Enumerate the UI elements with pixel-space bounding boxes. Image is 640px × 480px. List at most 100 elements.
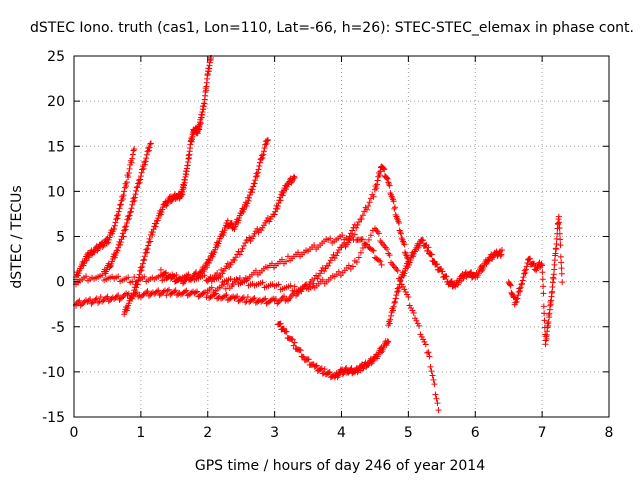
- data-point: [430, 376, 437, 383]
- data-point: [540, 303, 547, 310]
- data-point: [349, 227, 356, 234]
- data-point: [204, 264, 211, 271]
- data-point: [557, 253, 564, 260]
- data-point: [386, 252, 393, 259]
- data-point: [434, 261, 441, 268]
- y-tick-label: 20: [47, 94, 65, 110]
- data-point: [75, 299, 82, 306]
- data-point: [519, 280, 526, 287]
- data-layer: [73, 55, 566, 414]
- data-point: [321, 366, 328, 373]
- data-point: [545, 319, 552, 326]
- data-point: [125, 169, 132, 176]
- series-arc-g: [73, 225, 442, 414]
- data-point: [113, 293, 120, 300]
- data-point: [279, 294, 286, 301]
- data-point: [100, 297, 107, 304]
- data-point: [143, 155, 150, 162]
- data-point: [88, 300, 95, 307]
- data-point: [146, 235, 153, 242]
- data-point: [331, 255, 338, 262]
- data-point: [287, 282, 294, 289]
- data-point: [131, 291, 138, 298]
- data-point: [275, 299, 282, 306]
- data-point: [518, 281, 525, 288]
- data-point: [558, 270, 565, 277]
- data-point: [283, 296, 290, 303]
- data-point: [245, 197, 252, 204]
- data-point: [224, 260, 231, 267]
- data-point: [329, 254, 336, 261]
- series-arc-c: [121, 55, 215, 318]
- data-point: [236, 275, 243, 282]
- data-point: [346, 233, 353, 240]
- data-point: [254, 225, 261, 232]
- data-point: [120, 293, 127, 300]
- data-point: [386, 182, 393, 189]
- data-point: [381, 166, 388, 173]
- data-point: [523, 266, 530, 273]
- data-point: [136, 179, 143, 186]
- data-point: [162, 269, 169, 276]
- data-point: [197, 120, 204, 127]
- data-point: [401, 241, 408, 248]
- data-point: [429, 372, 436, 379]
- data-point: [138, 169, 145, 176]
- data-point: [384, 175, 391, 182]
- data-point: [119, 294, 126, 301]
- data-point: [327, 235, 334, 242]
- data-point: [124, 216, 131, 223]
- data-point: [87, 296, 94, 303]
- y-tick-label: 0: [56, 275, 65, 291]
- data-point: [541, 317, 548, 324]
- data-point: [129, 292, 136, 299]
- data-point: [117, 239, 124, 246]
- plot-frame: [73, 55, 610, 418]
- data-point: [297, 347, 304, 354]
- data-point: [115, 212, 122, 219]
- data-point: [239, 295, 246, 302]
- data-point: [556, 230, 563, 237]
- data-point: [99, 298, 106, 305]
- data-point: [392, 298, 398, 305]
- data-point: [404, 255, 411, 262]
- data-point: [246, 234, 253, 241]
- data-point: [181, 182, 188, 189]
- data-point: [123, 219, 130, 226]
- data-point: [120, 233, 127, 240]
- data-point: [268, 260, 275, 267]
- data-point: [91, 298, 98, 305]
- data-point: [326, 260, 333, 267]
- data-point: [227, 221, 234, 228]
- data-point: [93, 295, 100, 302]
- x-axis-label: GPS time / hours of day 246 of year 2014: [195, 458, 485, 474]
- data-point: [277, 320, 284, 327]
- data-point: [80, 299, 87, 306]
- x-tick-label: 0: [70, 425, 79, 441]
- grid: [74, 56, 609, 417]
- data-point: [375, 230, 382, 237]
- data-point: [147, 140, 154, 147]
- data-point: [391, 299, 398, 306]
- data-point: [358, 215, 365, 222]
- data-point: [363, 241, 370, 248]
- series-arc-b: [101, 140, 154, 277]
- data-point: [275, 281, 282, 288]
- data-point: [424, 247, 431, 254]
- data-point: [353, 259, 360, 266]
- data-point: [335, 268, 342, 275]
- data-point: [125, 174, 132, 181]
- data-point: [172, 287, 179, 294]
- data-point: [387, 312, 394, 319]
- data-point: [435, 407, 442, 414]
- data-point: [428, 251, 435, 258]
- y-tick-label: -5: [51, 320, 65, 336]
- data-point: [410, 310, 417, 317]
- data-point: [425, 244, 432, 251]
- data-point: [128, 205, 135, 212]
- data-point: [321, 268, 328, 275]
- x-tick-label: 3: [270, 425, 279, 441]
- data-point: [295, 249, 302, 256]
- data-point: [311, 275, 318, 282]
- data-point: [365, 236, 372, 243]
